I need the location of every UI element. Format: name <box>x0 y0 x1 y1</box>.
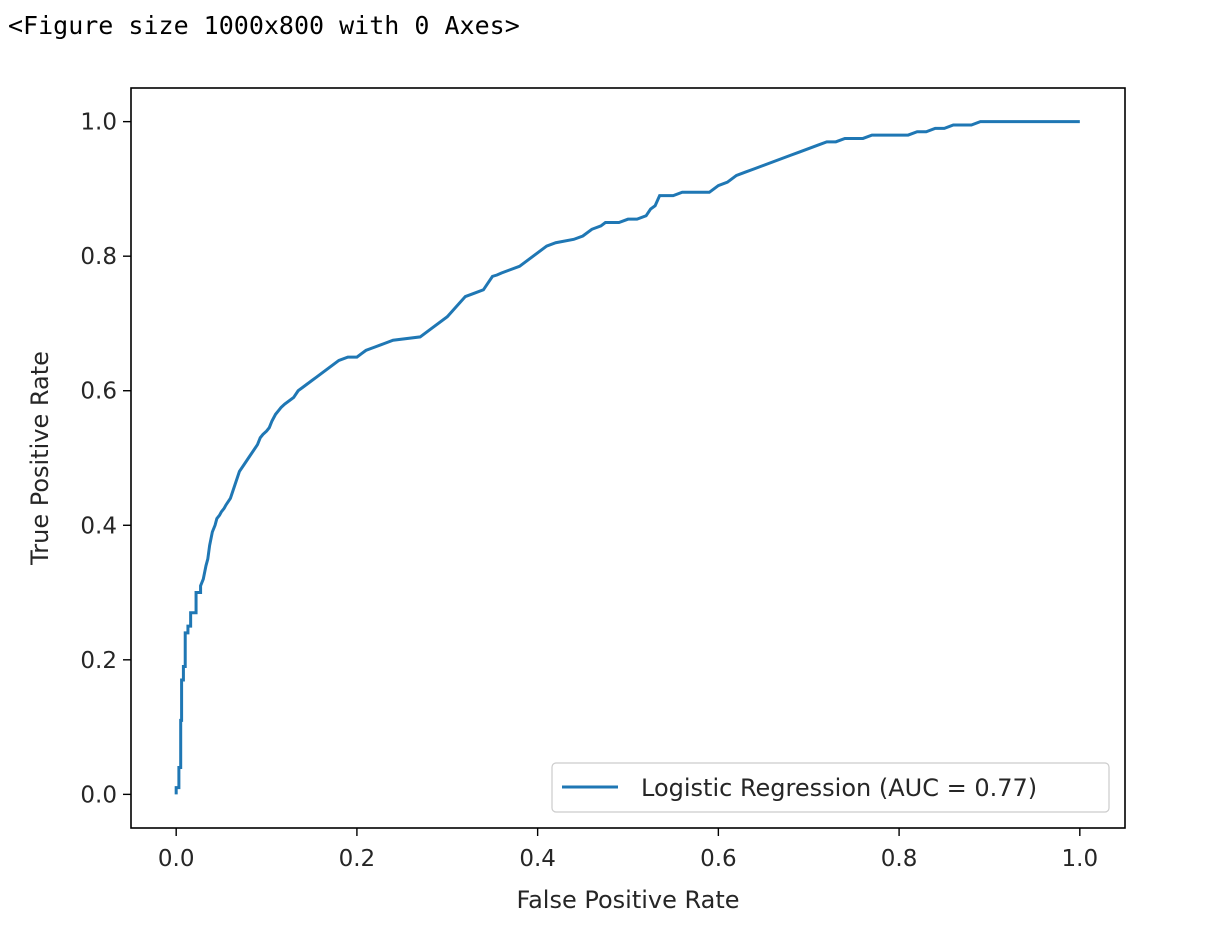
legend-label: Logistic Regression (AUC = 0.77) <box>641 774 1037 802</box>
x-tick-label: 0.2 <box>339 846 376 872</box>
legend: Logistic Regression (AUC = 0.77) <box>551 762 1110 813</box>
x-tick-label: 0.0 <box>158 846 195 872</box>
roc-curve-line <box>174 120 1080 795</box>
x-axis: 0.0 0.2 0.4 0.6 0.8 1.0 <box>158 828 1098 872</box>
x-tick-label: 0.6 <box>700 846 737 872</box>
legend-box <box>551 762 1110 813</box>
y-tick-label: 0.0 <box>80 782 117 808</box>
x-tick-label: 0.8 <box>881 846 918 872</box>
plot-frame <box>130 87 1126 829</box>
y-tick-label: 0.4 <box>80 513 117 539</box>
figure-size-output-text: <Figure size 1000x800 with 0 Axes> <box>8 11 520 40</box>
x-axis-label: False Positive Rate <box>516 886 739 914</box>
y-tick-label: 1.0 <box>80 110 117 136</box>
y-tick-label: 0.6 <box>80 379 117 405</box>
x-tick-label: 0.4 <box>519 846 556 872</box>
y-tick-label: 0.2 <box>80 648 117 674</box>
y-axis-label: True Positive Rate <box>26 351 54 566</box>
y-axis: 0.0 0.2 0.4 0.6 0.8 1.0 <box>80 110 131 808</box>
x-tick-label: 1.0 <box>1062 846 1099 872</box>
series-layer <box>174 120 1080 795</box>
y-tick-label: 0.8 <box>80 244 117 270</box>
